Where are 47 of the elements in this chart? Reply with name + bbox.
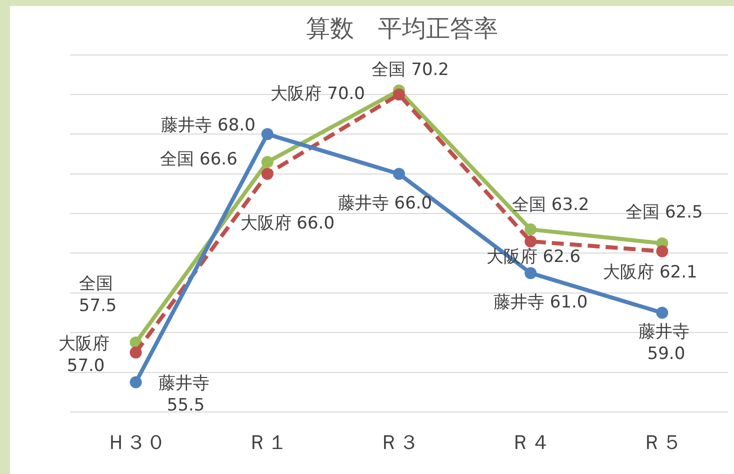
data-label: 66.0 (296, 213, 335, 234)
chart-title: 算数 平均正答率 (306, 14, 498, 43)
data-label: 57.0 (66, 356, 105, 376)
data-label: 63.2 (551, 194, 590, 215)
text: 全国 (160, 149, 194, 170)
point (524, 223, 537, 236)
point (524, 235, 537, 248)
x-tick-label: Ｒ３ (379, 430, 419, 454)
data-label: 66.0 (394, 193, 432, 214)
point (261, 156, 274, 168)
point (261, 128, 274, 140)
text: 全国 (626, 202, 660, 223)
series-label: 藤井寺 (638, 322, 690, 342)
text: 藤井寺 (493, 292, 544, 313)
point (261, 168, 274, 180)
series-label: 大阪府 (240, 213, 292, 234)
data-label: 62.1 (659, 262, 698, 283)
data-label: 62.6 (542, 246, 581, 267)
text: 全国 (372, 60, 406, 80)
x-tick-label: Ｈ３０ (106, 430, 166, 454)
data-label: 68.0 (218, 116, 256, 136)
data-label: 70.0 (327, 84, 366, 104)
text: 大阪府 (58, 334, 110, 354)
x-tick-label: Ｒ４ (510, 430, 551, 454)
point (393, 168, 405, 180)
data-label: 55.5 (166, 396, 205, 416)
data-label: 62.5 (664, 202, 703, 223)
text: 大阪府 (270, 84, 322, 104)
x-tick-label: Ｒ５ (642, 430, 682, 454)
point (130, 346, 142, 358)
point (656, 245, 668, 258)
text: 藤井寺 (338, 193, 389, 214)
series-label: 全国 (512, 194, 546, 215)
text: 藤井寺 (161, 116, 212, 136)
point (130, 376, 142, 388)
point (524, 267, 537, 280)
data-label: 66.6 (200, 149, 238, 170)
point (393, 88, 405, 100)
text: 藤井寺 (158, 374, 210, 394)
data-label: 59.0 (647, 344, 686, 364)
data-label: 70.2 (411, 60, 450, 80)
data-label: 57.5 (78, 296, 117, 316)
data-label: 61.0 (550, 292, 588, 313)
text: 全国 (78, 274, 113, 294)
x-tick-label: Ｒ１ (247, 430, 288, 454)
text: 大阪府 (603, 262, 654, 283)
point (656, 306, 668, 319)
